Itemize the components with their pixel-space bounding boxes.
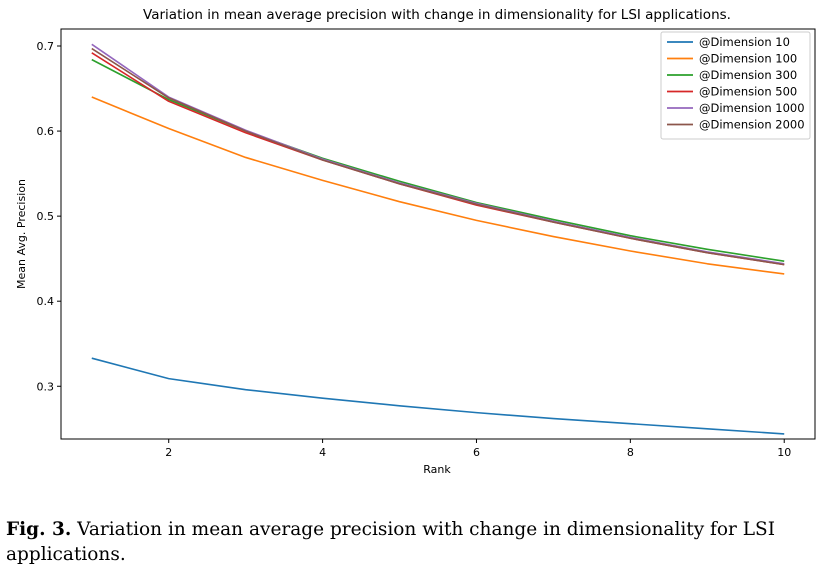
y-tick-label: 0.6 <box>37 125 55 138</box>
x-axis: 2 4 6 8 10 <box>165 439 791 459</box>
y-axis-label: Mean Avg. Precision <box>15 179 28 289</box>
x-tick-label: 8 <box>627 446 634 459</box>
caption-text: Variation in mean average precision with… <box>6 519 776 565</box>
series-line <box>91 357 785 435</box>
legend-entry-label: @Dimension 2000 <box>699 118 805 132</box>
x-tick-label: 2 <box>165 446 172 459</box>
figure-caption: Fig. 3. Variation in mean average precis… <box>6 517 828 567</box>
y-tick-label: 0.7 <box>37 40 55 53</box>
series-line <box>91 96 785 275</box>
chart-title: Variation in mean average precision with… <box>143 7 731 23</box>
x-axis-label: Rank <box>423 463 451 476</box>
legend: @Dimension 10 @Dimension 100 @Dimension 30… <box>660 31 811 140</box>
legend-box <box>660 31 811 140</box>
legend-entry-label: @Dimension 500 <box>699 85 797 99</box>
legend-entry-label: @Dimension 10 <box>699 35 790 49</box>
legend-entry-label: @Dimension 100 <box>699 52 797 66</box>
legend-entry-label: @Dimension 300 <box>699 68 797 82</box>
y-axis: 0.3 0.4 0.5 0.6 0.7 <box>37 40 61 393</box>
y-tick-label: 0.5 <box>37 210 55 223</box>
series-line <box>91 47 785 266</box>
y-tick-label: 0.3 <box>37 380 55 393</box>
legend-entry-label: @Dimension 1000 <box>699 101 805 115</box>
x-tick-label: 4 <box>319 446 326 459</box>
x-tick-label: 6 <box>473 446 480 459</box>
plot-area <box>91 43 785 435</box>
line-chart: Variation in mean average precision with… <box>15 7 816 476</box>
x-tick-label: 10 <box>777 446 791 459</box>
caption-label: Fig. 3. <box>6 519 72 540</box>
y-tick-label: 0.4 <box>37 295 55 308</box>
plot-frame <box>60 28 816 440</box>
